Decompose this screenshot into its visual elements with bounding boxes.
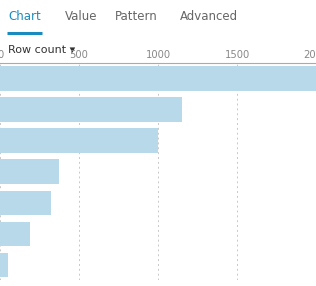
Text: Value: Value xyxy=(65,10,98,23)
Text: Pattern: Pattern xyxy=(115,10,158,23)
Bar xyxy=(0,222,30,246)
Bar xyxy=(0,98,182,122)
Bar xyxy=(0,128,158,153)
Bar xyxy=(0,66,316,91)
Text: Advanced: Advanced xyxy=(180,10,238,23)
Text: Row count ▾: Row count ▾ xyxy=(8,45,75,55)
Bar xyxy=(0,160,59,184)
Bar xyxy=(0,253,8,277)
Text: Chart: Chart xyxy=(8,10,41,23)
Bar xyxy=(0,190,51,215)
